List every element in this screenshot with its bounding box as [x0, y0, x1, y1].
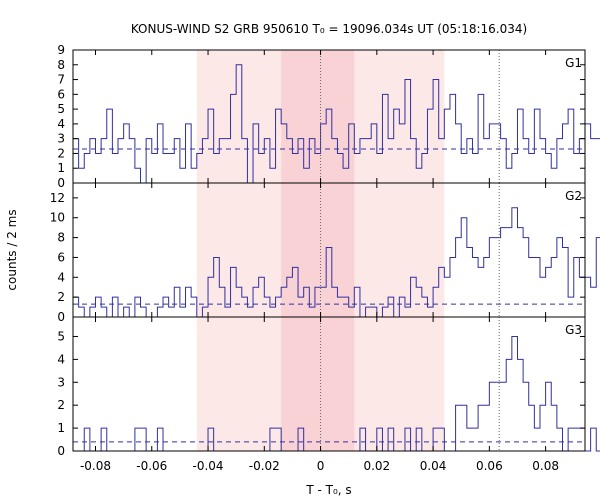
y-tick-label: 0: [57, 176, 65, 190]
shaded-interval: [281, 50, 355, 183]
y-tick-label: 12: [50, 191, 65, 205]
y-tick-label: 1: [57, 161, 65, 175]
x-tick-label: -0.02: [249, 459, 280, 473]
chart-title: KONUS-WIND S2 GRB 950610 T₀ = 19096.034s…: [131, 22, 527, 36]
count-histogram: [73, 64, 600, 184]
y-tick-label: 3: [57, 375, 65, 389]
y-tick-label: 10: [50, 211, 65, 225]
y-tick-label: 1: [57, 421, 65, 435]
y-tick-label: 4: [57, 352, 65, 366]
y-tick-label: 5: [57, 102, 65, 116]
y-tick-label: 4: [57, 270, 65, 284]
y-tick-label: 0: [57, 444, 65, 458]
y-tick-label: 3: [57, 132, 65, 146]
x-tick-label: 0: [317, 459, 325, 473]
y-tick-label: 2: [57, 290, 65, 304]
x-tick-label: 0.02: [363, 459, 390, 473]
count-histogram: [73, 207, 600, 318]
y-tick-label: 0: [57, 310, 65, 324]
panel-g2: 0 2 4 6 8 10 12 G2: [50, 182, 600, 324]
x-tick-label: 0.08: [532, 459, 559, 473]
y-axis-label: counts / 2 ms: [5, 209, 19, 290]
y-tick-label: 8: [57, 58, 65, 72]
y-tick-label: 4: [57, 117, 65, 131]
y-tick-label: 8: [57, 231, 65, 245]
panel-g3: 0 1 2 3 4 5 G3: [57, 316, 600, 458]
x-tick-label: -0.06: [136, 459, 167, 473]
x-axis: -0.08 -0.06 -0.04 -0.02 0 0.02 0.04 0.06 0.08: [80, 459, 559, 473]
y-tick-label: 6: [57, 250, 65, 264]
x-tick-label: 0.06: [476, 459, 503, 473]
panel-label: G1: [565, 56, 582, 70]
x-tick-label: -0.04: [193, 459, 224, 473]
shaded-interval: [281, 317, 355, 451]
y-tick-label: 2: [57, 398, 65, 412]
y-tick-label: 2: [57, 146, 65, 160]
y-tick-label: 7: [57, 73, 65, 87]
x-axis-label: T - T₀, s: [305, 483, 351, 497]
x-tick-label: -0.08: [80, 459, 111, 473]
y-tick-label: 5: [57, 329, 65, 343]
y-tick-label: 6: [57, 87, 65, 101]
panel-label: G3: [565, 323, 582, 337]
shaded-interval: [281, 183, 355, 317]
y-tick-label: 9: [57, 43, 65, 57]
x-tick-label: 0.04: [420, 459, 447, 473]
panel-frame: [72, 316, 586, 452]
panel-label: G2: [565, 189, 582, 203]
